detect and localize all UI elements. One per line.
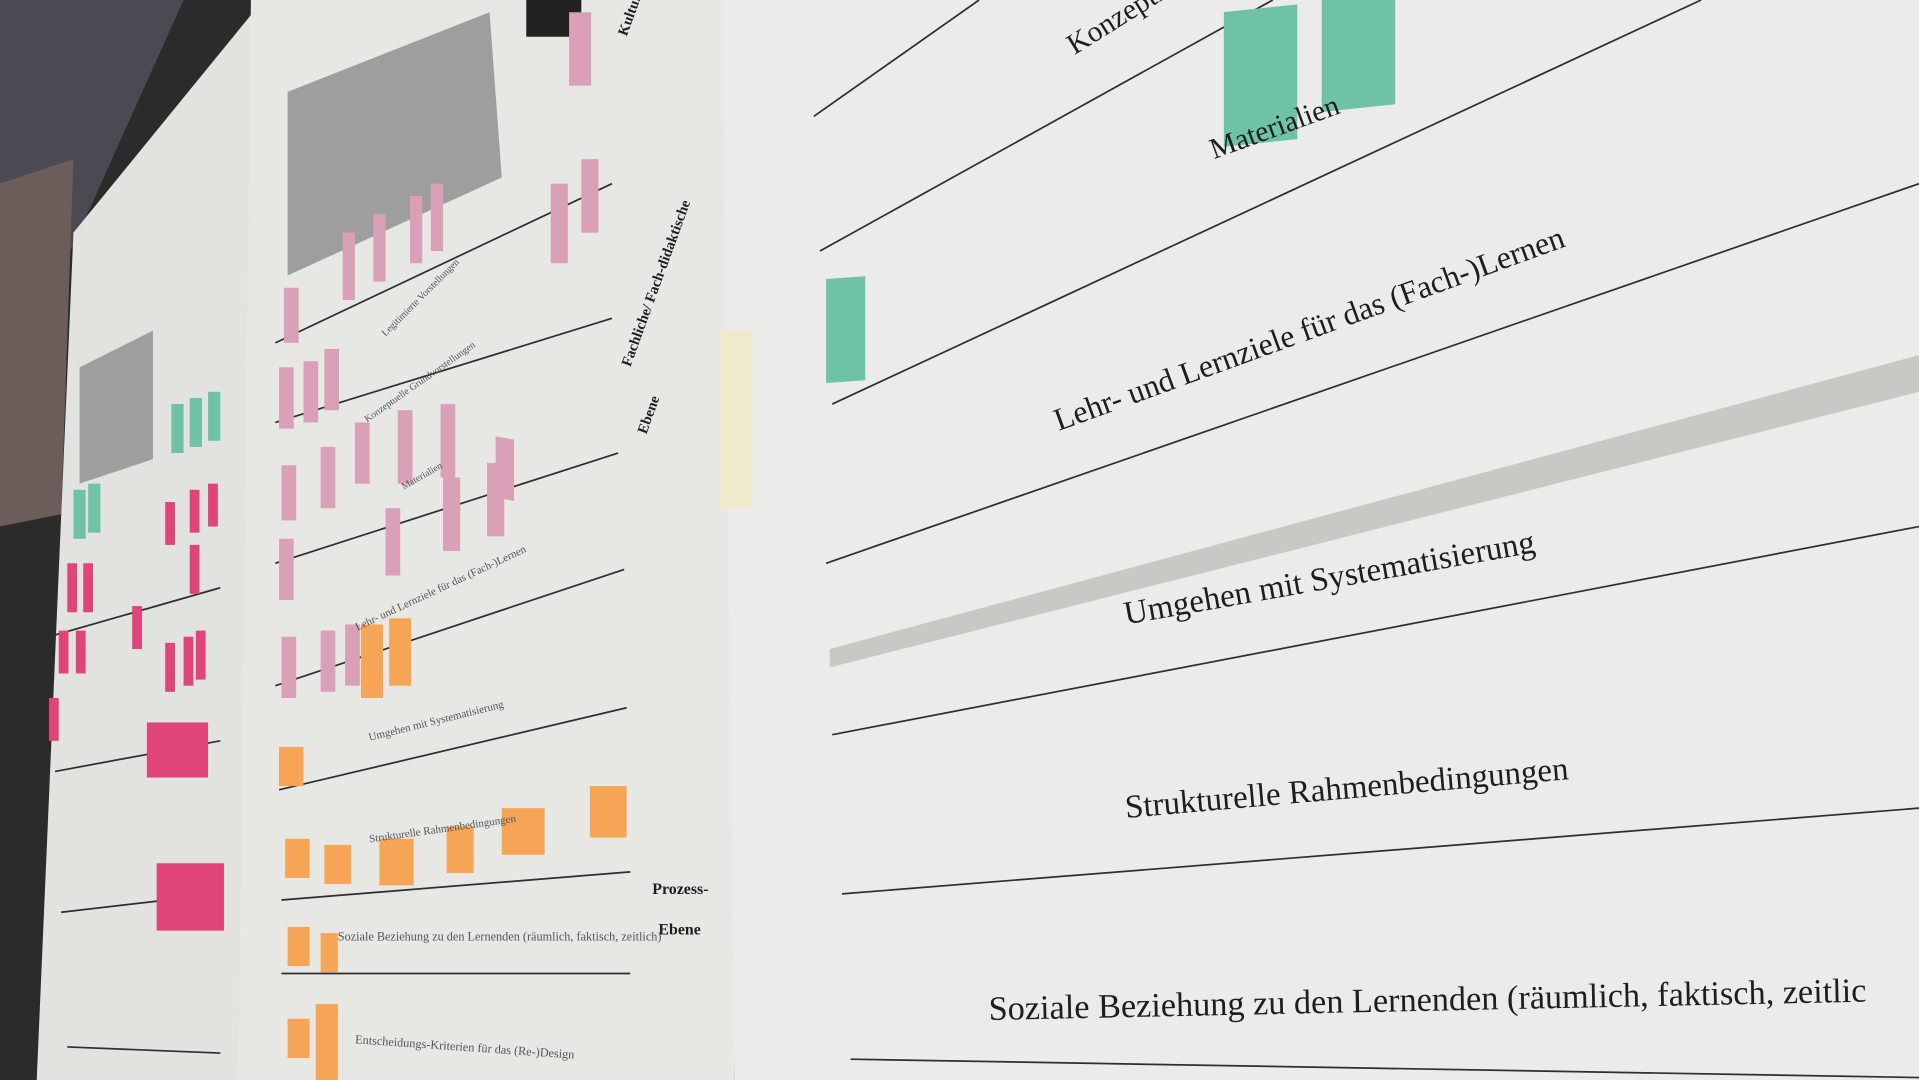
pink-sticky-note xyxy=(397,410,413,484)
pink-sticky-note xyxy=(281,465,297,521)
row-divider-line xyxy=(278,706,627,791)
orange-sticky-note xyxy=(287,1018,310,1058)
row-divider-line xyxy=(850,1058,1919,1079)
pink-sticky-note xyxy=(443,477,461,552)
row-divider-line xyxy=(841,807,1919,895)
magenta-sticky-note xyxy=(165,642,176,692)
pink-sticky-note xyxy=(385,508,401,576)
level-label: Prozess- xyxy=(652,881,708,898)
teal-sticky-note xyxy=(1321,0,1396,113)
magenta-sticky-note xyxy=(195,630,206,680)
teal-sticky-note xyxy=(189,397,202,447)
orange-sticky-note xyxy=(320,933,338,973)
magenta-sticky-note xyxy=(208,483,218,527)
magenta-sticky-note xyxy=(189,489,200,533)
orange-sticky-note xyxy=(501,808,545,855)
row-divider-line xyxy=(831,0,1702,405)
pink-sticky-note xyxy=(569,12,592,86)
tape-strip xyxy=(719,330,752,509)
teal-sticky-note xyxy=(88,483,101,533)
magenta-sticky-note xyxy=(165,502,176,545)
left-poster xyxy=(36,0,264,1080)
orange-sticky-note xyxy=(287,926,310,967)
magenta-sticky-note xyxy=(58,630,69,674)
printed-image xyxy=(79,330,153,484)
background-window xyxy=(0,159,74,527)
teal-sticky-note xyxy=(208,391,221,441)
magenta-sticky-note xyxy=(146,722,209,778)
orange-sticky-note xyxy=(285,838,310,878)
magenta-sticky-note xyxy=(156,863,224,931)
pink-sticky-note xyxy=(487,462,505,537)
pink-sticky-note xyxy=(324,348,340,411)
magenta-sticky-note xyxy=(189,544,200,594)
pink-sticky-note xyxy=(354,422,370,484)
teal-sticky-note xyxy=(171,404,184,454)
magenta-sticky-note xyxy=(75,630,86,674)
magenta-sticky-note xyxy=(183,636,194,686)
orange-sticky-note xyxy=(379,838,414,886)
pink-sticky-note xyxy=(281,636,297,698)
row-divider-line xyxy=(819,0,1274,252)
orange-sticky-note xyxy=(589,786,627,838)
pink-sticky-note xyxy=(430,183,444,252)
teal-sticky-note xyxy=(73,489,86,539)
pink-sticky-note xyxy=(345,624,360,686)
print-smudge xyxy=(829,355,1919,668)
sticky-notes xyxy=(48,0,1396,1080)
row-divider-line xyxy=(281,870,631,901)
pink-sticky-note xyxy=(440,404,456,478)
magenta-sticky-note xyxy=(132,606,142,649)
pink-sticky-note xyxy=(550,183,568,264)
pink-sticky-note xyxy=(283,287,299,343)
row-divider-line xyxy=(825,182,1919,565)
teal-sticky-note xyxy=(1223,4,1298,147)
orange-sticky-note xyxy=(279,746,304,787)
magenta-sticky-note xyxy=(48,697,59,741)
level-label: Ebene xyxy=(658,921,700,938)
orange-sticky-note xyxy=(446,826,474,874)
magenta-sticky-note xyxy=(83,563,94,613)
magenta-sticky-note xyxy=(67,563,78,613)
pink-sticky-note xyxy=(303,361,319,423)
pink-sticky-note xyxy=(320,630,336,692)
pink-sticky-note xyxy=(581,159,599,233)
mid-row-label: Soziale Beziehung zu den Lernenden (räum… xyxy=(338,929,662,943)
orange-sticky-note xyxy=(361,624,384,698)
teal-sticky-note xyxy=(826,276,866,384)
pink-sticky-note xyxy=(373,214,386,282)
pink-sticky-note xyxy=(409,195,423,264)
poster-lines xyxy=(48,0,1919,1079)
orange-sticky-note xyxy=(389,618,412,686)
row-divider-line xyxy=(832,525,1919,736)
pink-sticky-note xyxy=(342,232,355,300)
printed-image xyxy=(287,12,502,276)
pink-sticky-note xyxy=(279,367,294,429)
orange-sticky-note xyxy=(324,844,352,885)
orange-sticky-note xyxy=(315,1004,338,1080)
pink-sticky-note xyxy=(279,538,294,600)
row-divider-line xyxy=(813,0,980,118)
row-divider-line xyxy=(67,1046,221,1054)
pink-sticky-note xyxy=(320,446,336,509)
